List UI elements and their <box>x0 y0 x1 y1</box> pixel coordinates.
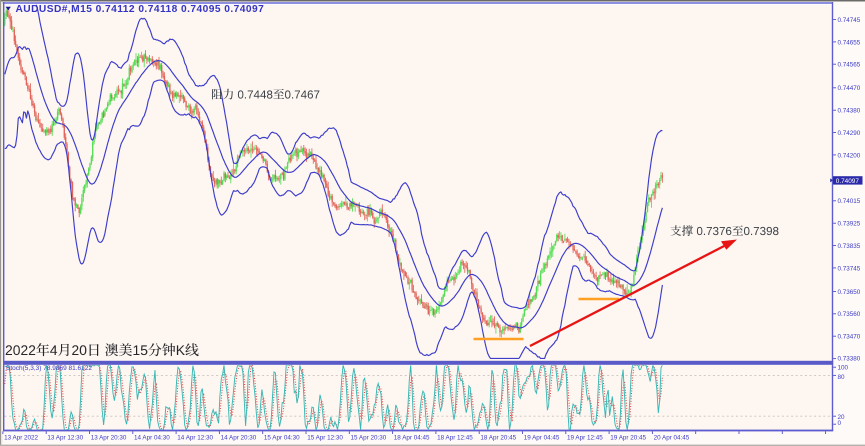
svg-text:0.73925: 0.73925 <box>838 221 861 228</box>
svg-text:100: 100 <box>838 365 849 372</box>
svg-text:0.73745: 0.73745 <box>838 265 861 272</box>
svg-text:0.73835: 0.73835 <box>838 243 861 250</box>
svg-text:15 Apr 20:30: 15 Apr 20:30 <box>351 434 387 441</box>
svg-text:AUDUSD#,M15 0.74112 0.74118 0: AUDUSD#,M15 0.74112 0.74118 0.74095 0.74… <box>16 4 265 15</box>
svg-text:0.73650: 0.73650 <box>838 289 861 296</box>
svg-text:20: 20 <box>838 414 846 421</box>
svg-text:0.74745: 0.74745 <box>838 17 861 24</box>
svg-text:19 Apr 12:45: 19 Apr 12:45 <box>567 434 603 441</box>
svg-text:0.74200: 0.74200 <box>838 152 861 159</box>
svg-text:0.73380: 0.73380 <box>838 355 861 362</box>
svg-text:Stoch(5,3,3) 78.9869 81.6122: Stoch(5,3,3) 78.9869 81.6122 <box>6 365 92 372</box>
svg-text:13 Apr 2022: 13 Apr 2022 <box>4 434 38 441</box>
svg-text:13 Apr 12:30: 13 Apr 12:30 <box>47 434 83 441</box>
svg-text:0.74655: 0.74655 <box>838 39 861 46</box>
svg-text:18 Apr 12:45: 18 Apr 12:45 <box>437 434 473 441</box>
svg-text:80: 80 <box>838 374 846 381</box>
svg-text:19 Apr 04:45: 19 Apr 04:45 <box>524 434 560 441</box>
svg-text:0.74470: 0.74470 <box>838 85 861 92</box>
svg-text:18 Apr 04:45: 18 Apr 04:45 <box>394 434 430 441</box>
svg-text:18 Apr 20:45: 18 Apr 20:45 <box>480 434 516 441</box>
svg-text:0.74380: 0.74380 <box>838 108 861 115</box>
svg-text:20 Apr 04:45: 20 Apr 04:45 <box>654 434 690 441</box>
svg-text:14 Apr 12:30: 14 Apr 12:30 <box>177 434 213 441</box>
svg-text:13 Apr 20:30: 13 Apr 20:30 <box>91 434 127 441</box>
svg-text:0.74097: 0.74097 <box>836 178 860 185</box>
svg-text:14 Apr 04:30: 14 Apr 04:30 <box>134 434 170 441</box>
svg-text:0.74015: 0.74015 <box>838 198 861 205</box>
svg-text:14 Apr 20:30: 14 Apr 20:30 <box>221 434 257 441</box>
svg-text:0.74565: 0.74565 <box>838 62 861 69</box>
svg-text:0.73560: 0.73560 <box>838 311 861 318</box>
svg-text:0: 0 <box>838 420 842 427</box>
svg-text:0.73470: 0.73470 <box>838 334 861 341</box>
svg-text:15 Apr 12:30: 15 Apr 12:30 <box>307 434 343 441</box>
svg-text:15 Apr 04:30: 15 Apr 04:30 <box>264 434 300 441</box>
svg-text:19 Apr 20:45: 19 Apr 20:45 <box>610 434 646 441</box>
svg-text:0.74290: 0.74290 <box>838 130 861 137</box>
